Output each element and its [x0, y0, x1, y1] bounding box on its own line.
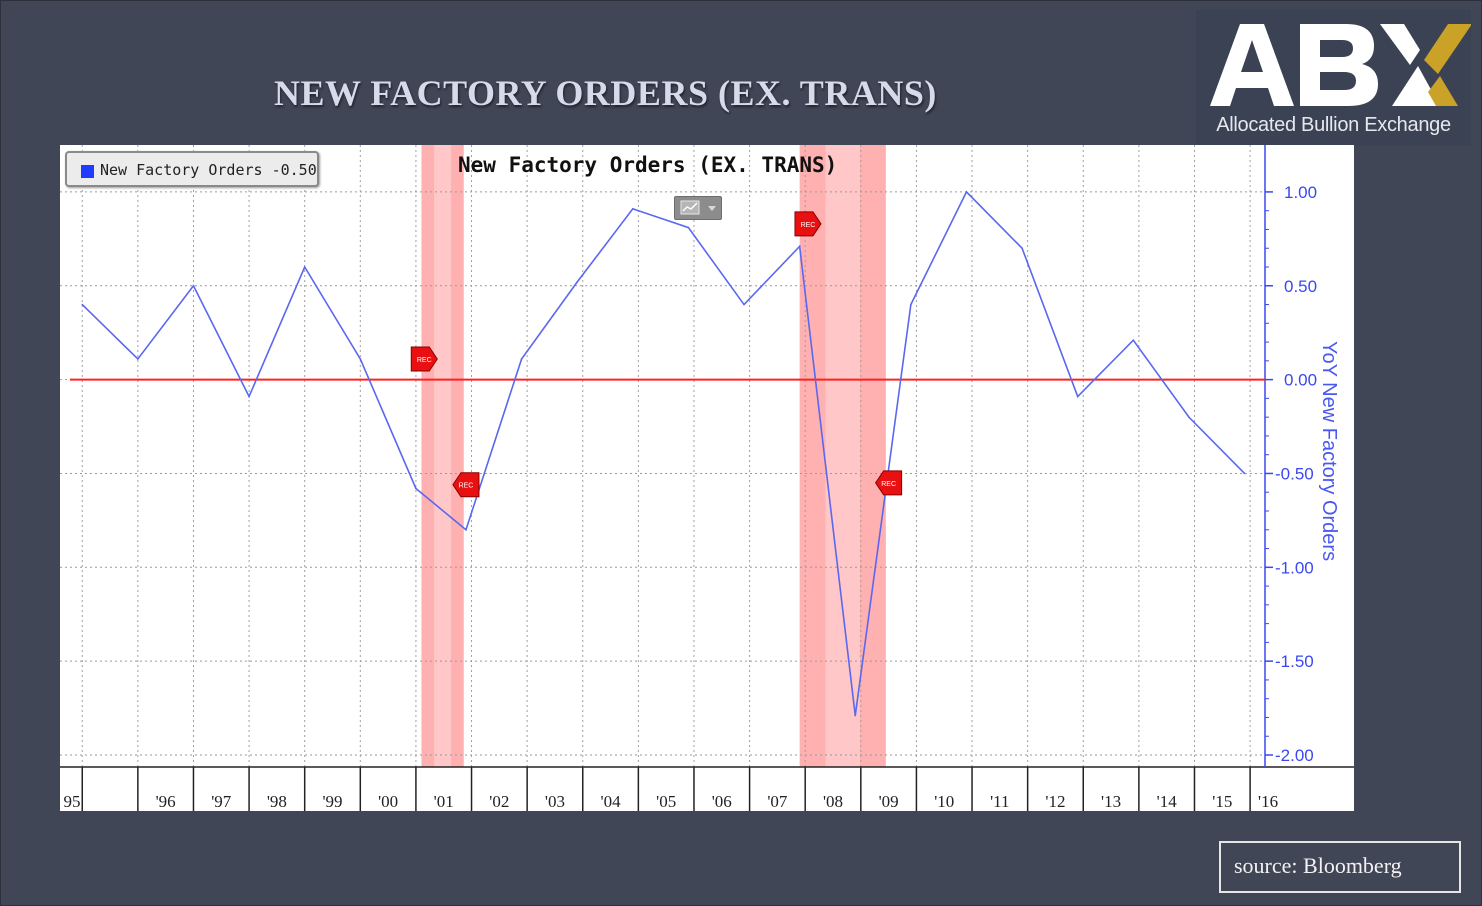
series-point [687, 226, 690, 229]
y-tick-label: -1.50 [1275, 652, 1314, 671]
series-point [798, 245, 801, 248]
x-tick-label: '00 [378, 792, 398, 811]
x-tick-label: '10 [934, 792, 954, 811]
x-tick-label: '16 [1258, 792, 1278, 811]
chart-title: New Factory Orders (EX. TRANS) [458, 153, 838, 177]
chart-type-button[interactable] [674, 196, 722, 220]
series-point [1021, 247, 1023, 250]
legend-value: -0.50 [271, 161, 317, 179]
x-tick-label: '14 [1157, 792, 1178, 811]
x-tick-label: '02 [489, 792, 509, 811]
series-point [965, 191, 968, 193]
series-point [854, 714, 857, 717]
x-tick-label: 95 [64, 792, 81, 811]
chevron-down-icon [708, 206, 716, 211]
x-tick-label: '98 [267, 792, 287, 811]
rec-marker-shape [794, 211, 822, 237]
x-tick-label: '07 [767, 792, 788, 811]
rec-marker[interactable]: REC [875, 470, 903, 496]
y-tick-label: 0.00 [1284, 371, 1317, 390]
recession-band-highlight [825, 145, 860, 767]
abx-logo-mark [1210, 24, 1472, 106]
chart-legend[interactable]: New Factory Orders -0.50 [65, 151, 319, 187]
series-point [81, 303, 84, 306]
x-tick-label: '05 [656, 792, 676, 811]
recession-band-highlight [434, 145, 452, 767]
series-point [1132, 339, 1135, 341]
rec-marker-shape [875, 470, 903, 496]
rec-marker[interactable]: REC [452, 472, 480, 498]
series-point [359, 358, 362, 360]
x-tick-label: '06 [712, 792, 732, 811]
x-tick-label: '03 [545, 792, 565, 811]
x-tick-label: '01 [434, 792, 454, 811]
x-tick-label: '96 [156, 792, 176, 811]
series-point [520, 358, 523, 360]
series-point [1243, 472, 1246, 475]
source-label: source: Bloomberg [1234, 853, 1402, 878]
x-tick-label: '15 [1212, 792, 1232, 811]
x-tick-label: '09 [879, 792, 899, 811]
logo-tagline: Allocated Bullion Exchange [1216, 114, 1451, 136]
x-tick-label: '12 [1045, 792, 1065, 811]
rec-marker-shape [410, 346, 438, 372]
rec-marker-label: REC [881, 481, 896, 488]
series-point [415, 487, 417, 490]
line-chart-icon [680, 200, 716, 215]
series-point [910, 303, 912, 306]
y-tick-label: -0.50 [1275, 464, 1314, 483]
series-point [303, 266, 306, 268]
rec-marker[interactable]: REC [794, 211, 822, 237]
y-tick-label: 0.50 [1284, 277, 1317, 296]
rec-marker-shape [452, 472, 480, 498]
y-tick-label: -2.00 [1275, 746, 1314, 765]
series-point [137, 358, 139, 360]
series-point [1076, 395, 1079, 398]
y-tick-label: 1.00 [1284, 183, 1317, 202]
series-line [81, 190, 1246, 716]
rec-marker[interactable]: REC [410, 346, 438, 372]
rec-marker-label: REC [801, 222, 816, 229]
rec-marker-label: REC [459, 483, 474, 490]
x-tick-label: '08 [823, 792, 843, 811]
x-tick-label: '11 [990, 792, 1009, 811]
y-tick-label: -1.00 [1275, 558, 1314, 577]
y-axis-label: YoY New Factory Orders [1318, 341, 1340, 562]
chart-panel: 95 '96 '97 '98 '99 '00 '01 '02 '03 '04 '05 '06 '07 '0… [60, 145, 1354, 811]
series-point [743, 303, 745, 306]
series-point [465, 528, 467, 531]
page-title: NEW FACTORY ORDERS (EX. TRANS) [274, 73, 937, 113]
series-point [192, 284, 195, 287]
abx-logo: Allocated Bullion Exchange [1196, 10, 1472, 146]
x-tick-label: '04 [601, 792, 622, 811]
series-point [248, 395, 250, 398]
series-point [576, 281, 578, 283]
x-tick-label: '97 [211, 792, 232, 811]
line-chart: 95 '96 '97 '98 '99 '00 '01 '02 '03 '04 '05 '06 '07 '0… [60, 145, 1354, 811]
series-point [1188, 416, 1190, 418]
x-tick-label: '99 [322, 792, 342, 811]
rec-marker-label: REC [417, 357, 432, 364]
legend-label: New Factory Orders [100, 161, 263, 179]
legend-swatch [81, 165, 94, 178]
source-box: source: Bloomberg [1219, 841, 1461, 893]
x-tick-label: '13 [1101, 792, 1121, 811]
series-point [632, 208, 634, 210]
